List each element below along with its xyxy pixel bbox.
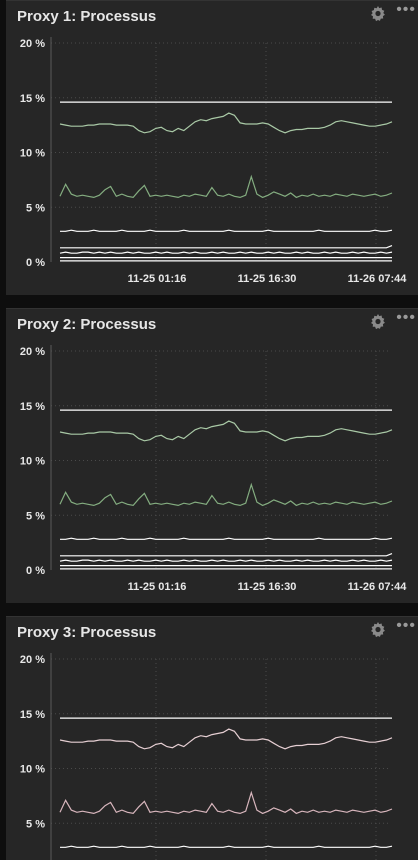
y-tick-label: 0 % xyxy=(26,565,45,577)
y-tick-label: 15 % xyxy=(20,709,45,721)
x-tick-label: 11-25 01:16 xyxy=(128,581,187,593)
panel-title: Proxy 1: Processus xyxy=(17,8,157,25)
y-tick-label: 10 % xyxy=(20,456,45,468)
x-tick-label: 11-25 16:30 xyxy=(238,273,297,285)
panel-proxy-2: Proxy 2: Processus ••• 20 % 15 % 10 % 5 % 0 … xyxy=(6,308,418,603)
series-line-2 xyxy=(59,174,393,199)
y-tick-label: 5 % xyxy=(26,510,45,522)
gear-icon[interactable] xyxy=(370,6,386,22)
panel-title: Proxy 2: Processus xyxy=(17,316,157,333)
series-line-2 xyxy=(59,482,393,507)
chart: 20 % 15 % 10 % 5 % xyxy=(20,653,393,860)
more-icon[interactable]: ••• xyxy=(396,1,416,18)
series-line-3 xyxy=(60,229,393,232)
gear-icon[interactable] xyxy=(370,314,386,330)
panel-title: Proxy 3: Processus xyxy=(17,624,157,641)
panel-proxy-3: Proxy 3: Processus ••• 20 % 15 % 10 % 5 % xyxy=(6,616,418,860)
series-line-3 xyxy=(60,537,393,540)
series-line-1 xyxy=(59,112,393,134)
y-tick-label: 15 % xyxy=(20,93,45,105)
y-tick-label: 5 % xyxy=(26,202,45,214)
series-line-4 xyxy=(60,553,393,557)
x-tick-label: 11-26 07:44 xyxy=(348,581,408,593)
series-line-1 xyxy=(59,420,393,442)
x-tick-label: 11-26 07:44 xyxy=(348,273,408,285)
x-tick-label: 11-25 16:30 xyxy=(238,581,297,593)
more-icon[interactable]: ••• xyxy=(396,309,416,326)
chart: 20 % 15 % 10 % 5 % 0 % 11-25 01:16 11-25 16:30… xyxy=(20,345,408,593)
y-tick-label: 5 % xyxy=(26,818,45,830)
chart: 20 % 15 % 10 % 5 % 0 % 11-25 01:16 11-25 16:30… xyxy=(20,37,408,285)
series-line-5 xyxy=(59,251,393,254)
x-tick-label: 11-25 01:16 xyxy=(128,273,187,285)
y-tick-label: 0 % xyxy=(26,257,45,269)
y-tick-label: 20 % xyxy=(20,654,45,666)
y-tick-label: 15 % xyxy=(20,401,45,413)
y-tick-label: 20 % xyxy=(20,38,45,50)
panel-proxy-1: Proxy 1: Processus ••• 20 % 15 % 10 % 5 % 0 … xyxy=(6,0,418,295)
series-line-5 xyxy=(59,559,393,562)
series-line-3 xyxy=(60,845,393,848)
series-line-4 xyxy=(60,245,393,249)
more-icon[interactable]: ••• xyxy=(396,617,416,634)
gear-icon[interactable] xyxy=(370,622,386,638)
y-tick-label: 20 % xyxy=(20,346,45,358)
y-tick-label: 10 % xyxy=(20,148,45,160)
series-line-2 xyxy=(59,790,393,815)
series-line-1 xyxy=(59,728,393,750)
y-tick-label: 10 % xyxy=(20,764,45,776)
